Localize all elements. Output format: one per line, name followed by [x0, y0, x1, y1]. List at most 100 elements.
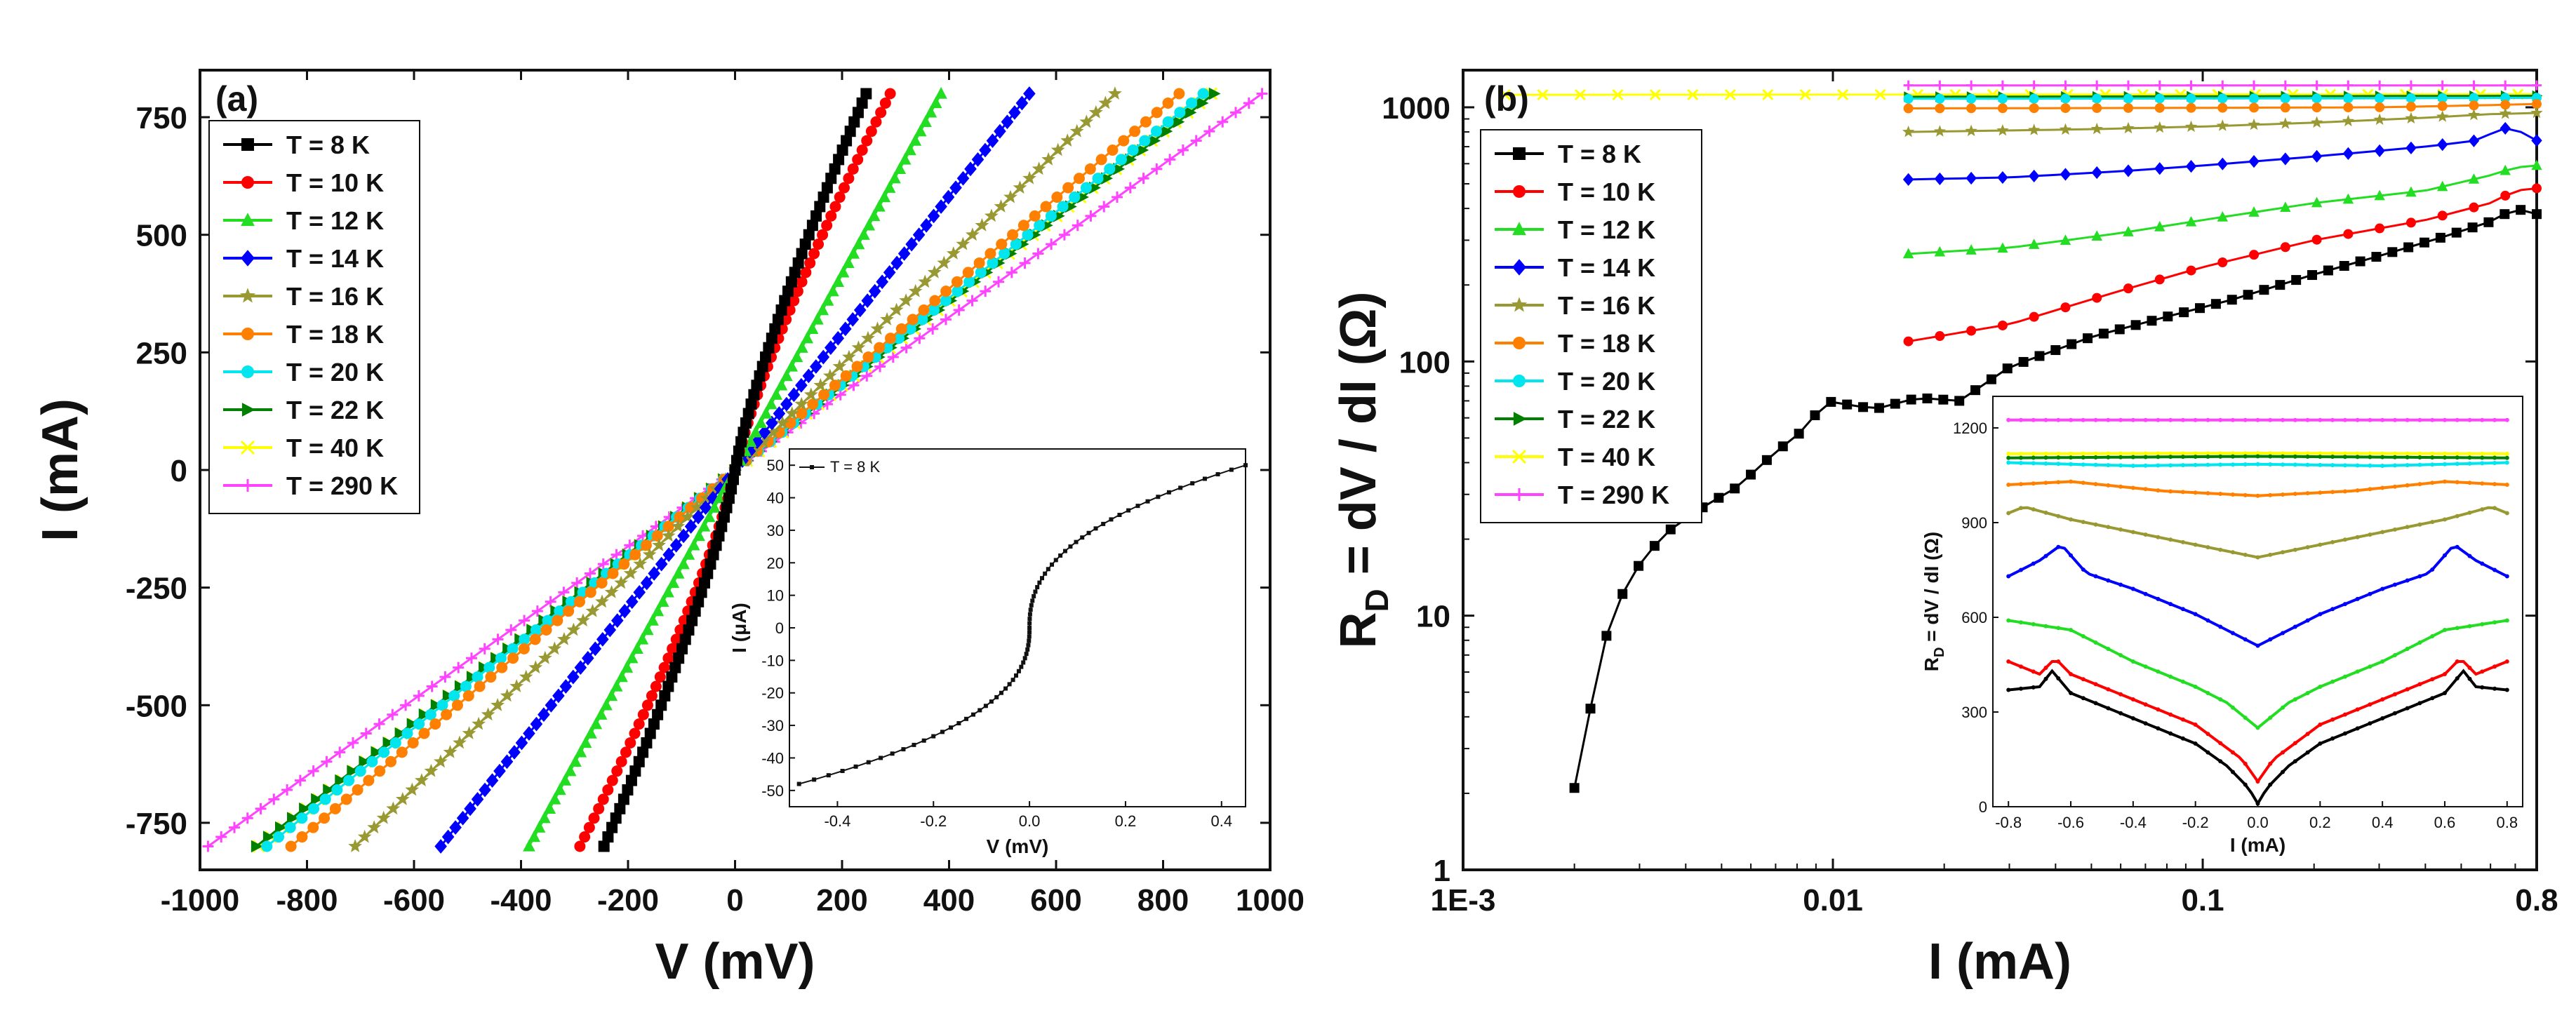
inset-data-marker	[2118, 463, 2123, 468]
data-marker	[2098, 328, 2109, 339]
data-marker	[801, 331, 814, 344]
data-marker	[2210, 299, 2221, 309]
data-marker	[1746, 469, 1756, 480]
series-t-14-k	[1902, 121, 2542, 186]
inset-data-marker	[2118, 451, 2123, 456]
data-marker	[1062, 182, 1074, 194]
data-marker	[870, 116, 882, 128]
data-marker	[1569, 783, 1580, 793]
inset-data-marker	[2442, 553, 2447, 558]
data-marker	[766, 415, 778, 431]
inset-data-marker	[2342, 451, 2347, 456]
data-marker	[2060, 93, 2071, 104]
inset-data-marker	[2230, 705, 2235, 710]
data-marker	[1186, 97, 1198, 109]
inset-data-marker	[2218, 624, 2223, 629]
data-marker	[2029, 103, 2039, 114]
inset-data-marker	[2392, 455, 2397, 459]
data-marker	[436, 699, 448, 711]
data-marker	[773, 406, 786, 421]
inset-data-marker	[2380, 451, 2385, 456]
data-marker	[2280, 152, 2291, 166]
data-marker	[821, 220, 833, 231]
data-marker	[294, 774, 306, 786]
inset-data-marker	[2442, 479, 2447, 484]
inset-data-marker	[2504, 451, 2509, 456]
data-marker	[652, 537, 667, 551]
inset-data-marker	[2018, 506, 2023, 511]
inset-data-marker	[2467, 624, 2472, 629]
inset-data-marker	[2180, 463, 2185, 468]
data-marker	[2185, 160, 2197, 173]
inset-data-marker	[2143, 664, 2148, 669]
inset-data-marker	[2118, 417, 2123, 422]
inset-y-tick-label: 300	[1961, 704, 1987, 721]
inset-data-marker	[2417, 522, 2422, 527]
data-marker	[610, 812, 622, 824]
data-marker	[2114, 324, 2125, 335]
inset-data-marker	[2342, 674, 2347, 679]
y-tick-label: -500	[126, 689, 187, 723]
inset-data-marker	[2492, 686, 2497, 691]
y-tick-label: 0	[171, 454, 187, 488]
data-marker	[2500, 80, 2511, 90]
inset-data-marker	[2156, 535, 2161, 539]
data-marker	[836, 265, 850, 278]
inset-data-marker	[1068, 544, 1073, 549]
data-marker	[507, 643, 519, 654]
data-marker	[985, 208, 999, 222]
data-marker	[441, 829, 455, 845]
data-marker	[597, 558, 609, 570]
inset-data-marker	[2392, 653, 2397, 657]
data-marker	[811, 312, 824, 325]
inset-data-marker	[2006, 451, 2011, 456]
inset-data-marker	[2193, 741, 2198, 746]
data-marker	[1935, 93, 1945, 104]
legend-label: T = 20 K	[1558, 367, 1655, 396]
data-marker	[676, 643, 688, 654]
inset-data-marker	[2293, 697, 2297, 701]
data-marker	[2280, 242, 2290, 253]
legend-item: T = 8 K	[223, 130, 370, 159]
data-marker	[579, 831, 591, 843]
data-marker	[1965, 124, 1977, 137]
data-marker	[2467, 108, 2481, 121]
inset-data-marker	[2218, 454, 2223, 459]
data-marker	[2060, 103, 2071, 114]
series-t-8-k	[1569, 205, 2542, 793]
inset-data-marker	[2243, 454, 2248, 459]
data-marker	[796, 248, 808, 260]
y-axis-label: I (mA)	[32, 398, 88, 542]
inset-data-marker	[2305, 732, 2310, 737]
data-marker	[1934, 246, 1946, 257]
data-marker	[483, 662, 495, 673]
inset-data-marker	[1027, 617, 1032, 622]
data-marker	[802, 368, 815, 384]
data-marker	[662, 652, 674, 664]
data-marker	[360, 727, 372, 739]
data-marker	[597, 793, 609, 805]
data-marker	[530, 716, 543, 732]
inset-data-marker	[1109, 517, 1114, 522]
inset-data-marker	[2056, 659, 2061, 664]
inset-data-marker	[2492, 568, 2497, 572]
data-marker	[2092, 103, 2102, 114]
data-marker	[1777, 441, 1788, 452]
inset-data-marker	[2467, 481, 2472, 485]
legend-swatch-marker	[241, 213, 255, 227]
inset-data-marker	[2106, 578, 2111, 583]
inset-data-marker	[2130, 659, 2135, 664]
data-marker	[644, 727, 656, 739]
inset-data-marker	[2168, 463, 2173, 468]
data-marker	[975, 217, 989, 231]
data-marker	[897, 246, 911, 261]
data-marker	[406, 718, 419, 730]
inset-data-marker	[2417, 640, 2422, 645]
legend-label: T = 16 K	[286, 282, 384, 311]
data-marker	[202, 840, 214, 852]
inset-series-t-16-k	[2006, 506, 2509, 560]
data-marker	[2123, 102, 2133, 113]
inset-data-marker	[2293, 454, 2297, 459]
inset-data-marker	[1025, 647, 1030, 652]
inset-data-marker	[2056, 480, 2061, 485]
